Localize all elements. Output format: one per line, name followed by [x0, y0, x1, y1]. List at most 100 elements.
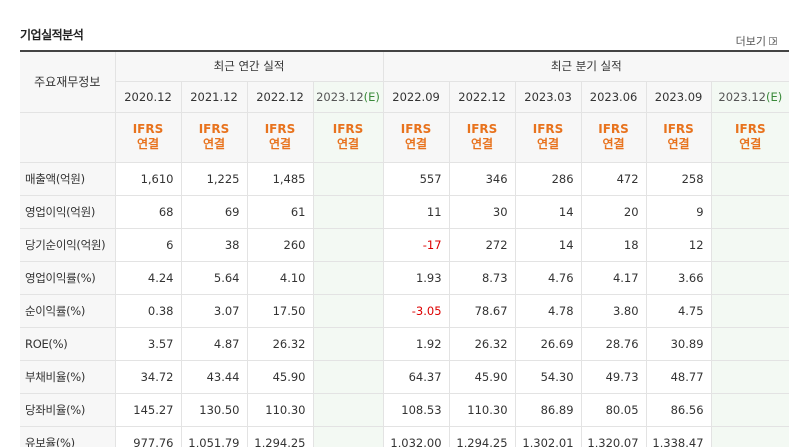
table-cell: 1,225 — [180, 162, 247, 196]
table-cell: 80.05 — [580, 393, 647, 427]
table-cell: 4.24 — [114, 260, 181, 295]
table-cell — [312, 195, 384, 229]
row-label: 매출액(억원) — [20, 162, 115, 196]
table-cell: 48.77 — [645, 359, 712, 394]
acct-line-consolidated: 연결 — [471, 137, 494, 151]
table-cell: 1,302.01 — [514, 426, 582, 447]
table-cell: 1.93 — [382, 260, 450, 295]
table-cell: 3.80 — [580, 294, 647, 328]
table-cell: 9 — [645, 195, 712, 229]
acct-line-consolidated: 연결 — [336, 137, 360, 151]
accounting-standard: IFRS 연결 — [448, 112, 516, 163]
table-cell — [710, 393, 789, 427]
table-cell: 1,610 — [114, 162, 181, 196]
period-header: 2022.12 — [246, 81, 313, 113]
table-cell: 557 — [382, 162, 450, 196]
table-cell — [312, 294, 384, 328]
estimate-marker: (E) — [765, 89, 783, 104]
table-cell: 258 — [645, 162, 712, 196]
acct-line-ifrs: IFRS — [400, 122, 432, 136]
table-cell: 34.72 — [114, 359, 181, 394]
table-row: 유보율(%) 977.76 1,051.79 1,294.25 1,032.00 1,29… — [20, 426, 789, 447]
table-cell: 8.73 — [448, 260, 516, 295]
table-cell: 260 — [246, 228, 313, 262]
table-cell: 49.73 — [580, 359, 647, 394]
acct-line-ifrs: IFRS — [663, 122, 694, 136]
table-cell: 45.90 — [448, 359, 516, 394]
table-cell: 43.44 — [180, 359, 247, 394]
quarter-group-header: 최근 분기 실적 — [382, 51, 789, 82]
accounting-standard: IFRS 연결 — [645, 112, 712, 163]
table-cell: 1,051.79 — [180, 426, 247, 447]
acct-row-label — [20, 112, 115, 163]
acct-line-consolidated: 연결 — [602, 137, 625, 151]
table-cell: 54.30 — [514, 359, 582, 394]
table-cell: 69 — [180, 195, 247, 229]
table-cell: 26.69 — [514, 327, 582, 361]
table-cell: 130.50 — [180, 393, 247, 427]
table-cell: 3.57 — [114, 327, 181, 361]
table-row: 영업이익(억원) 68 69 61 11 30 14 20 9 — [20, 195, 789, 229]
row-header-label: 주요재무정보 — [20, 51, 115, 113]
table-cell — [710, 327, 789, 361]
period-header: 2021.12 — [180, 81, 247, 113]
more-link[interactable]: 더보기 — [736, 33, 777, 49]
accounting-standard: IFRS 연결 — [312, 112, 384, 163]
table-row: 영업이익률(%) 4.24 5.64 4.10 1.93 8.73 4.76 4.17 3.66 — [20, 260, 789, 295]
table-cell: 28.76 — [580, 327, 647, 361]
table-cell: 26.32 — [448, 327, 516, 361]
table-cell: 30 — [448, 195, 516, 229]
table-cell: -3.05 — [382, 294, 450, 328]
table-cell: 6 — [114, 228, 181, 262]
acct-line-ifrs: IFRS — [264, 122, 296, 136]
accounting-standard: IFRS 연결 — [246, 112, 313, 163]
period-header: 2023.09 — [645, 81, 712, 113]
acct-line-ifrs: IFRS — [532, 122, 564, 136]
section-title: 기업실적분석 — [20, 28, 84, 42]
annual-group-header: 최근 연간 실적 — [114, 51, 384, 82]
table-cell — [710, 426, 789, 447]
table-cell — [312, 426, 384, 447]
table-cell: 3.07 — [180, 294, 247, 328]
acct-line-consolidated: 연결 — [202, 137, 226, 151]
table-cell: 68 — [114, 195, 181, 229]
row-label: 당좌비율(%) — [20, 393, 115, 427]
table-cell: 5.64 — [180, 260, 247, 295]
table-cell: 4.78 — [514, 294, 582, 328]
accounting-standard: IFRS 연결 — [180, 112, 247, 163]
table-cell — [710, 162, 789, 196]
table-cell: 4.10 — [246, 260, 313, 295]
table-cell: 286 — [514, 162, 582, 196]
table-cell: 1,320.07 — [580, 426, 647, 447]
table-cell: 4.75 — [645, 294, 712, 328]
acct-line-ifrs: IFRS — [332, 122, 364, 136]
table-cell: 12 — [645, 228, 712, 262]
table-cell: 78.67 — [448, 294, 516, 328]
period-header: 2023.03 — [514, 81, 582, 113]
period-header: 2023.12(E) — [312, 81, 384, 113]
table-cell: 1,294.25 — [448, 426, 516, 447]
accounting-standard: IFRS 연결 — [382, 112, 450, 163]
table-cell: 1,338.47 — [645, 426, 712, 447]
table-cell: 86.56 — [645, 393, 712, 427]
more-label: 더보기 — [735, 35, 766, 48]
table-cell: 30.89 — [645, 327, 712, 361]
period-header: 2020.12 — [114, 81, 181, 113]
table-cell: 17.50 — [246, 294, 313, 328]
table-cell: 1,294.25 — [246, 426, 313, 447]
acct-line-consolidated: 연결 — [537, 137, 560, 151]
period-year: 2023.12(E) — [718, 89, 783, 104]
table-cell: 4.17 — [580, 260, 647, 295]
row-label: 순이익률(%) — [20, 294, 115, 328]
table-cell: 14 — [514, 228, 582, 262]
acct-line-consolidated: 연결 — [667, 137, 690, 151]
period-header: 2022.09 — [382, 81, 450, 113]
table-cell: 272 — [448, 228, 516, 262]
accounting-standard: IFRS 연결 — [580, 112, 647, 163]
row-label: 영업이익률(%) — [20, 260, 115, 295]
table-cell: 346 — [448, 162, 516, 196]
row-label: ROE(%) — [20, 327, 115, 361]
row-label: 당기순이익(억원) — [20, 228, 115, 262]
table-cell: 38 — [180, 228, 247, 262]
table-cell: 4.76 — [514, 260, 582, 295]
